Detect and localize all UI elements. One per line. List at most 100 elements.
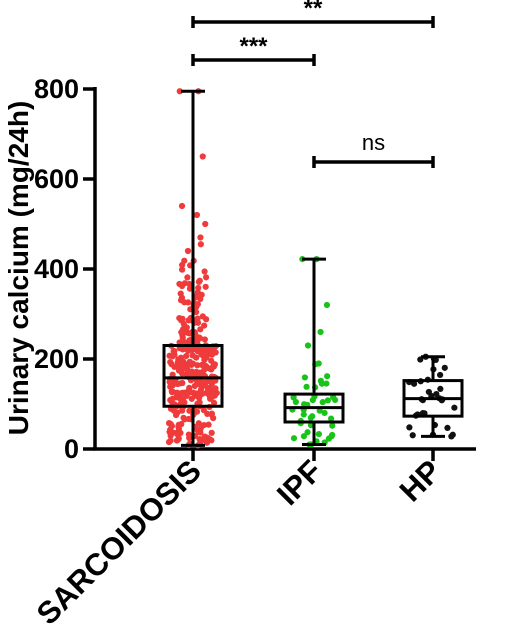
data-point [318,380,326,387]
data-point [184,366,191,373]
data-point [195,428,202,435]
data-point [183,352,190,360]
data-point [324,373,331,380]
data-point [209,393,216,400]
data-point [165,438,173,446]
data-point [178,390,186,397]
x-tick-label: IPF [270,453,329,512]
data-point [178,202,186,210]
data-point [196,436,204,443]
data-point [301,374,308,381]
significance-label: ns [362,130,385,155]
data-point [179,379,186,387]
data-point [201,336,208,343]
data-point [170,347,177,355]
data-point [197,386,205,393]
data-point [292,398,299,406]
data-point [323,301,331,309]
data-point [212,349,219,356]
data-point [324,397,331,404]
data-point [196,394,203,402]
data-point [195,278,202,286]
y-tick-label: 0 [64,434,79,464]
data-point [199,313,206,320]
data-point [169,389,176,396]
x-tick-label: SARCOIDOSIS [30,453,208,631]
data-point [200,407,208,414]
data-point [186,280,193,288]
data-point [201,356,208,364]
data-point [186,407,193,414]
data-point [188,395,195,402]
data-point [304,342,312,349]
data-point [174,380,181,388]
data-point [304,429,311,436]
data-point [184,361,191,368]
data-point [199,153,206,160]
data-point [437,371,444,379]
data-point [168,428,175,435]
data-point [197,234,204,241]
y-tick-label: 200 [34,344,79,374]
significance-label: ** [304,0,323,22]
data-point [451,404,458,411]
data-point [186,434,193,442]
data-point [410,380,418,387]
data-point [205,421,212,428]
data-point [179,315,186,322]
significance-label: *** [239,33,268,60]
data-point [197,241,204,248]
data-point [290,435,298,442]
data-point [406,424,413,431]
data-point [193,354,200,361]
data-point [179,261,186,269]
data-point [329,422,336,429]
data-point [316,407,323,414]
data-point [196,381,203,388]
data-point [198,291,205,298]
data-point [177,290,184,297]
data-point [169,353,176,360]
data-point [167,421,174,428]
data-point [176,88,183,95]
data-point [176,280,183,288]
data-point [185,415,192,423]
data-point [202,274,210,281]
data-point [193,308,200,316]
y-axis: 0 200 400 600 800 [34,74,97,464]
data-point [179,266,186,273]
data-point [204,384,211,391]
data-point [195,420,202,427]
data-point [203,389,210,396]
data-point [328,433,335,440]
data-point [437,385,444,392]
data-point [300,433,308,440]
data-point [448,433,455,440]
iqr-box [162,344,224,408]
data-point [317,328,324,336]
y-tick-label: 600 [34,164,79,194]
data-point [184,347,192,355]
data-point [194,315,201,322]
data-point [210,399,218,406]
data-point [183,324,190,331]
data-point [409,432,416,439]
data-point [184,247,192,255]
data-point [183,392,190,400]
data-point [444,424,451,431]
data-point [169,395,176,403]
data-point [201,436,208,444]
data-point [179,358,186,366]
data-point [202,283,209,290]
y-tick-label: 800 [34,74,79,104]
data-point [181,299,188,306]
data-point [201,322,208,329]
data-point [175,421,182,428]
data-point [193,408,201,415]
data-point [198,351,205,358]
x-axis: SARCOIDOSIS IPF HP [30,447,476,631]
x-tick-label: HP [393,453,448,508]
data-point [196,369,204,376]
data-point [208,366,215,373]
